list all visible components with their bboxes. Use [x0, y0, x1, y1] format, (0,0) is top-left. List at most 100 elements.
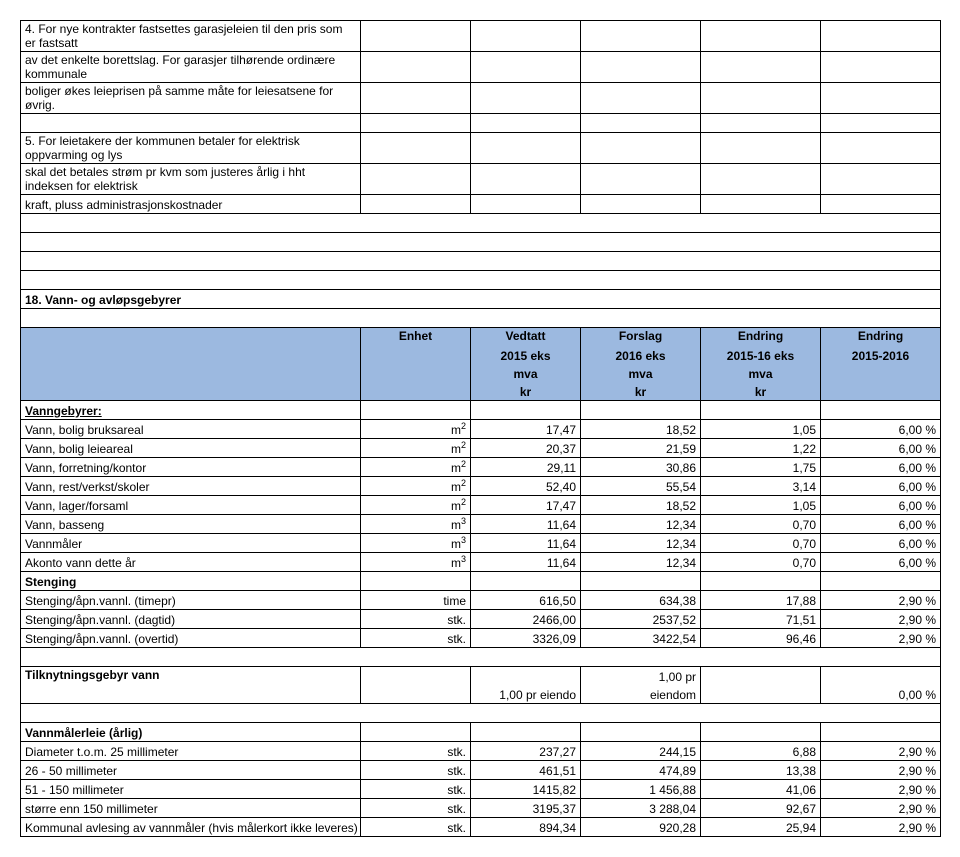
table-row: Vannmålerm311,6412,340,706,00 %: [21, 534, 941, 553]
intro-row: kraft, pluss administrasjonskostnader: [21, 195, 941, 214]
row-label: Diameter t.o.m. 25 millimeter: [21, 742, 361, 761]
row-endring2: 2,90 %: [821, 742, 941, 761]
row-endring1: 6,88: [701, 742, 821, 761]
row-endring2: 2,90 %: [821, 610, 941, 629]
tilknytning-f2: eiendom: [581, 685, 701, 704]
row-forslag: 2537,52: [581, 610, 701, 629]
header-enhet: Enhet: [361, 328, 471, 401]
row-label: Stenging/åpn.vannl. (dagtid): [21, 610, 361, 629]
row-vedtatt: 461,51: [471, 761, 581, 780]
table-row: Vann, bolig bruksarealm217,4718,521,056,…: [21, 420, 941, 439]
table-row: Vann, forretning/kontorm229,1130,861,756…: [21, 458, 941, 477]
row-endring2: 2,90 %: [821, 761, 941, 780]
row-endring1: 17,88: [701, 591, 821, 610]
gap-row: [21, 309, 941, 328]
row-endring1: 96,46: [701, 629, 821, 648]
row-endring1: 0,70: [701, 515, 821, 534]
intro-row: av det enkelte borettslag. For garasjer …: [21, 52, 941, 83]
row-endring2: 6,00 %: [821, 496, 941, 515]
row-enhet: m3: [361, 553, 471, 572]
row-forslag: 474,89: [581, 761, 701, 780]
row-endring2: 6,00 %: [821, 553, 941, 572]
stenging-label: Stenging: [21, 572, 361, 591]
row-vedtatt: 17,47: [471, 420, 581, 439]
row-forslag: 30,86: [581, 458, 701, 477]
table-row: Stenging/åpn.vannl. (timepr)time616,5063…: [21, 591, 941, 610]
row-forslag: 3 288,04: [581, 799, 701, 818]
row-enhet: stk.: [361, 761, 471, 780]
row-vedtatt: 2466,00: [471, 610, 581, 629]
row-enhet: m2: [361, 420, 471, 439]
header-blank: [21, 328, 361, 401]
tilknytning-f1: 1,00 pr: [581, 667, 701, 686]
row-label: Kommunal avlesing av vannmåler (hvis mål…: [21, 818, 361, 837]
row-label: Vannmåler: [21, 534, 361, 553]
row-enhet: m2: [361, 439, 471, 458]
table-row: 26 - 50 millimeterstk.461,51474,8913,382…: [21, 761, 941, 780]
row-endring2: 2,90 %: [821, 780, 941, 799]
row-endring1: 0,70: [701, 553, 821, 572]
row-forslag: 12,34: [581, 534, 701, 553]
row-label: Stenging/åpn.vannl. (timepr): [21, 591, 361, 610]
header-endring1: Endring: [701, 328, 821, 347]
intro-row: 4. For nye kontrakter fastsettes garasje…: [21, 21, 941, 52]
stenging-label-row: Stenging: [21, 572, 941, 591]
row-endring2: 6,00 %: [821, 477, 941, 496]
table-row: Kommunal avlesing av vannmåler (hvis mål…: [21, 818, 941, 837]
row-label: Stenging/åpn.vannl. (overtid): [21, 629, 361, 648]
row-endring1: 1,75: [701, 458, 821, 477]
row-endring2: 6,00 %: [821, 420, 941, 439]
row-forslag: 3422,54: [581, 629, 701, 648]
row-label: Vann, bolig bruksareal: [21, 420, 361, 439]
gap-row: [21, 214, 941, 233]
vann-label: Vanngebyrer:: [21, 401, 361, 420]
header-forslag: Forslag: [581, 328, 701, 347]
row-forslag: 244,15: [581, 742, 701, 761]
gap-row: [21, 704, 941, 723]
intro-row: [21, 114, 941, 133]
intro-text: 5. For leietakere der kommunen betaler f…: [21, 133, 361, 164]
intro-text: skal det betales strøm pr kvm som juster…: [21, 164, 361, 195]
gap-row: [21, 271, 941, 290]
row-label: Vann, forretning/kontor: [21, 458, 361, 477]
row-enhet: m2: [361, 458, 471, 477]
row-enhet: stk.: [361, 818, 471, 837]
row-enhet: m3: [361, 515, 471, 534]
document-table: 4. For nye kontrakter fastsettes garasje…: [20, 20, 941, 837]
row-endring1: 0,70: [701, 534, 821, 553]
row-enhet: stk.: [361, 780, 471, 799]
row-endring2: 6,00 %: [821, 458, 941, 477]
table-row: Diameter t.o.m. 25 millimeterstk.237,272…: [21, 742, 941, 761]
table-row: Stenging/åpn.vannl. (dagtid)stk.2466,002…: [21, 610, 941, 629]
row-endring1: 3,14: [701, 477, 821, 496]
gap-row: [21, 648, 941, 667]
intro-text: kraft, pluss administrasjonskostnader: [21, 195, 361, 214]
intro-text: av det enkelte borettslag. For garasjer …: [21, 52, 361, 83]
row-forslag: 55,54: [581, 477, 701, 496]
row-endring2: 6,00 %: [821, 534, 941, 553]
row-vedtatt: 11,64: [471, 553, 581, 572]
row-endring2: 2,90 %: [821, 799, 941, 818]
row-forslag: 1 456,88: [581, 780, 701, 799]
row-endring2: 6,00 %: [821, 515, 941, 534]
tilknytning-v: 1,00 pr eiendo: [471, 667, 581, 704]
row-forslag: 21,59: [581, 439, 701, 458]
row-label: Vann, rest/verkst/skoler: [21, 477, 361, 496]
table-row: Vann, rest/verkst/skolerm252,4055,543,14…: [21, 477, 941, 496]
row-vedtatt: 11,64: [471, 534, 581, 553]
section-title: 18. Vann- og avløpsgebyrer: [21, 290, 941, 309]
gap-row: [21, 252, 941, 271]
row-vedtatt: 894,34: [471, 818, 581, 837]
row-forslag: 920,28: [581, 818, 701, 837]
header-vedtatt: Vedtatt: [471, 328, 581, 347]
table-row: Vann, bassengm311,6412,340,706,00 %: [21, 515, 941, 534]
table-row: 51 - 150 millimeterstk.1415,821 456,8841…: [21, 780, 941, 799]
row-forslag: 12,34: [581, 515, 701, 534]
row-endring1: 25,94: [701, 818, 821, 837]
row-enhet: stk.: [361, 629, 471, 648]
row-vedtatt: 3195,37: [471, 799, 581, 818]
row-vedtatt: 17,47: [471, 496, 581, 515]
row-vedtatt: 20,37: [471, 439, 581, 458]
row-vedtatt: 11,64: [471, 515, 581, 534]
row-enhet: stk.: [361, 799, 471, 818]
